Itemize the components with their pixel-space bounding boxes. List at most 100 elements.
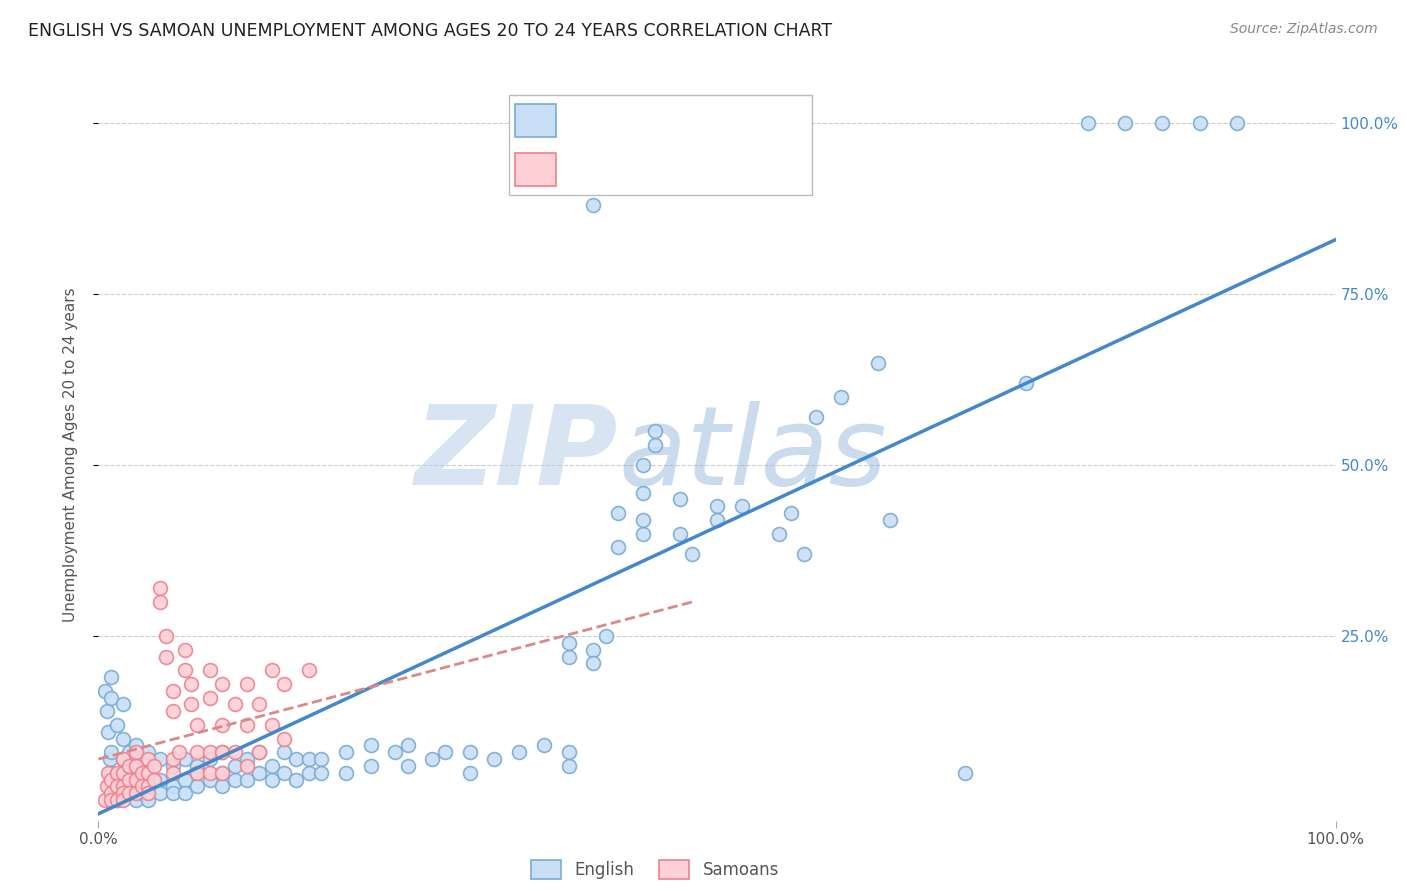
Point: [360, 759, 382, 773]
Point: [236, 718, 259, 732]
Point: [298, 765, 321, 780]
Point: [260, 663, 283, 677]
Point: [830, 390, 852, 404]
Point: [780, 506, 803, 520]
Point: [595, 629, 617, 643]
Point: [198, 663, 221, 677]
Point: [236, 759, 259, 773]
Point: [136, 780, 159, 794]
Point: [149, 752, 172, 766]
Point: [112, 786, 135, 800]
Point: [706, 513, 728, 527]
Point: [1077, 116, 1099, 130]
Point: [124, 739, 146, 753]
Point: [1152, 116, 1174, 130]
Point: [186, 759, 208, 773]
Point: [174, 772, 197, 787]
Point: [631, 485, 654, 500]
Point: [124, 780, 146, 794]
Point: [768, 526, 790, 541]
Point: [644, 438, 666, 452]
Point: [174, 786, 197, 800]
Point: [131, 780, 153, 794]
Point: [731, 499, 754, 513]
Point: [100, 772, 122, 787]
Point: [607, 540, 630, 554]
Point: [112, 780, 135, 794]
Point: [97, 724, 120, 739]
Point: [162, 786, 184, 800]
Point: [422, 752, 444, 766]
Point: [118, 772, 141, 787]
Point: [384, 745, 406, 759]
Point: [124, 793, 146, 807]
Point: [136, 745, 159, 759]
Point: [557, 745, 579, 759]
Point: [211, 718, 233, 732]
Point: [508, 745, 530, 759]
Point: [136, 765, 159, 780]
Point: [260, 772, 283, 787]
Point: [136, 752, 159, 766]
Point: [131, 786, 153, 800]
Text: ZIP: ZIP: [415, 401, 619, 508]
Point: [131, 765, 153, 780]
Point: [112, 698, 135, 712]
Point: [533, 739, 555, 753]
Point: [124, 759, 146, 773]
Point: [198, 765, 221, 780]
Point: [211, 745, 233, 759]
Point: [167, 745, 190, 759]
Point: [557, 759, 579, 773]
Point: [100, 786, 122, 800]
Point: [458, 765, 481, 780]
Point: [100, 793, 122, 807]
Point: [273, 731, 295, 746]
Point: [224, 745, 246, 759]
Point: [162, 752, 184, 766]
Point: [149, 786, 172, 800]
Point: [180, 698, 202, 712]
Point: [136, 780, 159, 794]
Point: [582, 198, 605, 212]
Point: [198, 745, 221, 759]
Point: [186, 745, 208, 759]
Point: [211, 780, 233, 794]
Point: [93, 793, 115, 807]
Point: [174, 663, 197, 677]
Point: [112, 752, 135, 766]
Point: [681, 547, 703, 561]
Point: [155, 649, 177, 664]
Point: [285, 772, 308, 787]
Point: [162, 683, 184, 698]
Point: [198, 752, 221, 766]
FancyBboxPatch shape: [509, 95, 813, 195]
Point: [224, 759, 246, 773]
Point: [631, 513, 654, 527]
Point: [669, 526, 692, 541]
Point: [1015, 376, 1038, 391]
Point: [174, 642, 197, 657]
Point: [112, 793, 135, 807]
Point: [804, 410, 827, 425]
Point: [100, 745, 122, 759]
Point: [174, 752, 197, 766]
Point: [607, 506, 630, 520]
Point: [335, 745, 357, 759]
Point: [198, 772, 221, 787]
Point: [582, 642, 605, 657]
Point: [100, 690, 122, 705]
Point: [186, 780, 208, 794]
Point: [309, 752, 332, 766]
Text: 0.613: 0.613: [614, 111, 666, 128]
Point: [1188, 116, 1211, 130]
Point: [273, 677, 295, 691]
Point: [211, 765, 233, 780]
Point: [631, 526, 654, 541]
Point: [396, 739, 419, 753]
Point: [105, 793, 128, 807]
Point: [247, 765, 270, 780]
Text: ENGLISH VS SAMOAN UNEMPLOYMENT AMONG AGES 20 TO 24 YEARS CORRELATION CHART: ENGLISH VS SAMOAN UNEMPLOYMENT AMONG AGE…: [28, 22, 832, 40]
Point: [105, 793, 128, 807]
Point: [273, 745, 295, 759]
